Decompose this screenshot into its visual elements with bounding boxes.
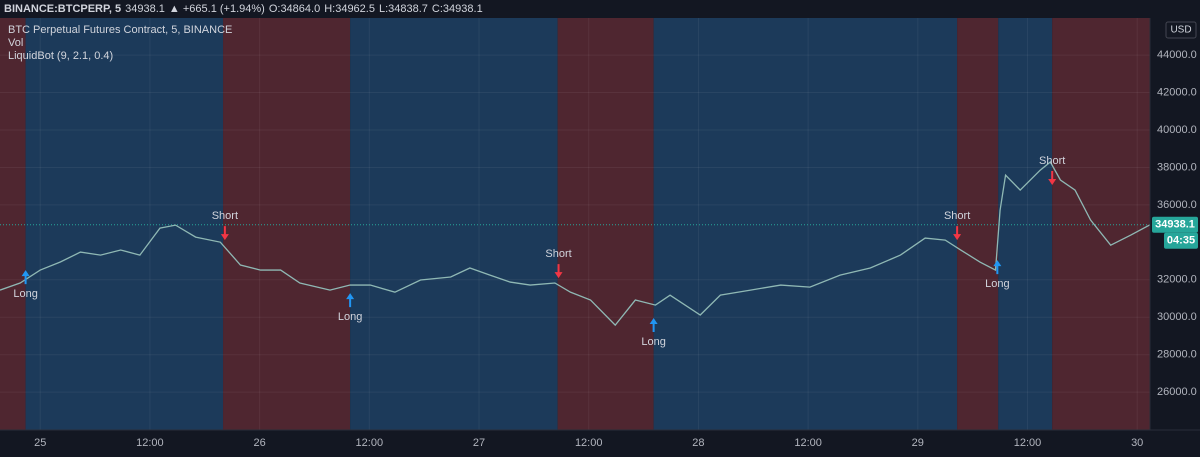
y-tick-label: 38000.0 <box>1157 161 1197 173</box>
signal-label: Long <box>338 311 362 323</box>
zone <box>557 18 654 430</box>
x-tick-label: 12:00 <box>136 437 164 449</box>
y-axis-unit: USD <box>1170 25 1191 36</box>
x-tick-label: 26 <box>253 437 265 449</box>
y-tick-label: 32000.0 <box>1157 274 1197 286</box>
header-text: L: <box>379 3 388 15</box>
header-text: 34938.1 <box>125 3 165 15</box>
y-tick-label: 26000.0 <box>1157 386 1197 398</box>
header-text: C: <box>432 3 443 15</box>
zone <box>0 18 26 430</box>
legend-line: BTC Perpetual Futures Contract, 5, BINAN… <box>8 24 232 36</box>
signal-arrow <box>554 264 563 279</box>
x-tick-label: 28 <box>692 437 704 449</box>
header-text: 34864.0 <box>280 3 320 15</box>
signal-arrow <box>649 318 658 333</box>
signal-label: Long <box>641 336 665 348</box>
y-tick-label: 28000.0 <box>1157 349 1197 361</box>
zone <box>223 18 351 430</box>
x-tick-label: 12:00 <box>794 437 822 449</box>
signal-label: Short <box>212 210 238 222</box>
signal-label: Long <box>13 288 37 300</box>
legend-line: Vol <box>8 37 23 49</box>
header-bar <box>0 0 1200 18</box>
price-line <box>0 161 1151 327</box>
x-tick-label: 12:00 <box>1014 437 1042 449</box>
countdown-tag <box>1164 232 1198 249</box>
y-tick-label: 44000.0 <box>1157 49 1197 61</box>
signal-arrow <box>220 226 229 241</box>
zone <box>25 18 224 430</box>
x-tick-label: 29 <box>912 437 924 449</box>
x-tick-label: 12:00 <box>575 437 603 449</box>
legend-line: LiquidBot (9, 2.1, 0.4) <box>8 50 113 62</box>
x-tick-label: 30 <box>1131 437 1143 449</box>
zones <box>0 18 1150 430</box>
header-text: ▲ +665.1 (+1.94%) <box>169 3 265 15</box>
header-text: 34962.5 <box>335 3 375 15</box>
header-text: 34838.7 <box>388 3 428 15</box>
signal-arrow <box>346 293 355 308</box>
signal-label: Short <box>1039 155 1065 167</box>
header-text: BINANCE:BTCPERP, 5 <box>4 3 121 15</box>
signal-arrow <box>953 226 962 241</box>
signal-arrow <box>993 260 1002 275</box>
x-tick-label: 27 <box>473 437 485 449</box>
zone <box>350 18 558 430</box>
countdown: 04:35 <box>1167 235 1195 247</box>
header-text: O: <box>269 3 281 15</box>
y-tick-label: 30000.0 <box>1157 311 1197 323</box>
last-price-tag <box>1152 216 1198 233</box>
last-price-label: 34938.1 <box>1155 219 1195 231</box>
signal-label: Long <box>985 278 1009 290</box>
y-tick-label: 40000.0 <box>1157 124 1197 136</box>
x-tick-label: 12:00 <box>356 437 384 449</box>
header-text: H: <box>324 3 335 15</box>
signal-label: Short <box>545 248 571 260</box>
signal-arrow <box>21 270 30 285</box>
zone <box>653 18 958 430</box>
zone <box>998 18 1053 430</box>
signal-arrow <box>1048 171 1057 186</box>
signal-label: Short <box>944 210 970 222</box>
zone <box>957 18 999 430</box>
header-text: 34938.1 <box>443 3 483 15</box>
y-tick-label: 36000.0 <box>1157 199 1197 211</box>
zone <box>1052 18 1150 430</box>
y-tick-label: 42000.0 <box>1157 86 1197 98</box>
layer: 26000.0 28000.0 30000.0 32000.0 36000.0 38000… <box>0 18 1197 449</box>
x-tick-label: 25 <box>34 437 46 449</box>
unit-box <box>1165 21 1197 39</box>
